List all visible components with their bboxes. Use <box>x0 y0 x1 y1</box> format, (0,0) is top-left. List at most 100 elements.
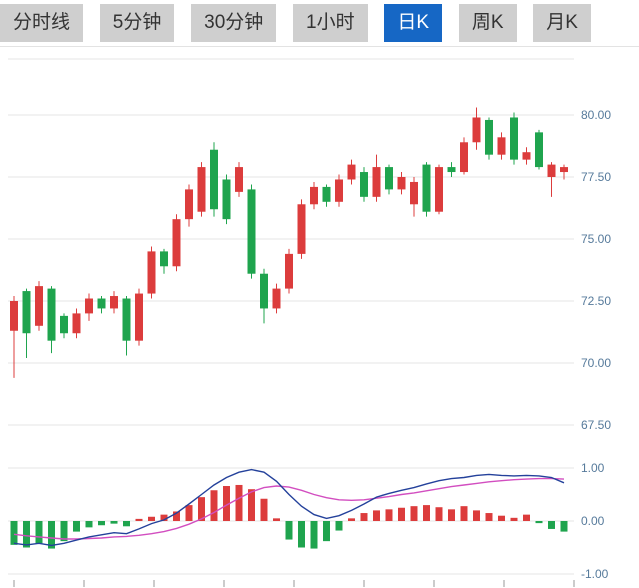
candle-body <box>247 189 256 274</box>
candle-body <box>35 286 43 326</box>
macd-hist-bar <box>248 489 255 521</box>
dif-line <box>13 468 565 547</box>
macd-hist-bar <box>348 518 355 521</box>
macd-hist-bar <box>335 521 343 531</box>
macd-hist-bar <box>260 498 268 521</box>
candle-body <box>285 253 293 289</box>
macd-hist-bar <box>110 521 118 524</box>
macd-hist-bar <box>485 513 493 521</box>
macd-hist-bar <box>173 511 180 521</box>
macd-hist-bar <box>448 509 455 521</box>
macd-hist-bar <box>498 515 505 521</box>
macd-hist-bar <box>60 521 68 542</box>
macd-hist-bar <box>385 509 393 521</box>
macd-hist-bar <box>48 521 55 549</box>
interval-tab-3[interactable]: 1小时 <box>293 4 368 42</box>
price-axis-label: 70.00 <box>581 356 611 370</box>
macd-histogram <box>10 484 568 549</box>
candle-body <box>172 219 181 267</box>
candle-body <box>297 204 306 254</box>
interval-tab-0[interactable]: 分时线 <box>0 4 84 42</box>
macd-hist-bar <box>360 513 368 521</box>
dea-line <box>13 477 565 540</box>
candle-body <box>97 298 106 309</box>
candle-body <box>147 251 156 294</box>
candle-body <box>72 313 81 334</box>
candle-body <box>397 177 406 190</box>
macd-hist-bar <box>148 516 155 521</box>
macd-hist-bar <box>298 521 305 548</box>
candle-body <box>535 132 543 168</box>
price-axis-label: 67.50 <box>581 418 611 432</box>
axis-labels: 80.00 77.50 75.00 72.50 70.00 67.50 1.00 0.00 -1… <box>581 108 611 581</box>
interval-tab-2[interactable]: 30分钟 <box>191 4 277 42</box>
candle-body <box>160 251 168 267</box>
interval-tab-4[interactable]: 日K <box>384 4 443 42</box>
candle-body <box>85 298 93 314</box>
macd-hist-bar <box>273 518 280 521</box>
candle-body <box>485 119 493 155</box>
candle-body <box>322 186 331 202</box>
macd-hist-bar <box>10 521 18 545</box>
candlestick-macd-chart: 80.00 77.50 75.00 72.50 70.00 67.50 1.00 0.00 -1… <box>8 58 611 587</box>
macd-hist-bar <box>410 506 418 521</box>
macd-hist-bar <box>23 521 30 548</box>
macd-hist-bar <box>310 521 318 549</box>
candle-body <box>22 291 31 334</box>
price-axis-label: 75.00 <box>581 232 611 246</box>
macd-hist-bar <box>210 490 218 521</box>
candle-body <box>510 117 518 160</box>
candle-body <box>360 172 368 197</box>
candle-body <box>185 189 193 220</box>
interval-tab-6[interactable]: 月K <box>533 4 591 42</box>
candlesticks <box>10 107 568 378</box>
candle-body <box>135 293 143 341</box>
candle-body <box>497 137 506 155</box>
candle-body <box>222 179 231 220</box>
macd-hist-bar <box>510 517 518 521</box>
price-axis-label: 77.50 <box>581 170 611 184</box>
candle-body <box>422 164 431 212</box>
macd-hist-bar <box>535 521 543 524</box>
candle-body <box>310 186 318 205</box>
interval-toolbar: 分时线 5分钟 30分钟 1小时 日K 周K 月K <box>0 0 639 47</box>
macd-hist-bar <box>73 521 80 532</box>
candle-body <box>272 288 281 309</box>
macd-hist-bar <box>160 514 168 521</box>
macd-hist-bar <box>423 505 430 521</box>
candle-body <box>47 288 56 341</box>
candle-body <box>547 164 556 177</box>
macd-hist-bar <box>548 521 555 529</box>
candle-body <box>110 296 118 309</box>
candle-body <box>460 142 468 173</box>
macd-hist-bar <box>185 505 193 521</box>
macd-hist-bar <box>198 497 205 521</box>
candle-body <box>10 301 18 331</box>
candle-body <box>235 167 243 192</box>
macd-axis-label: 1.00 <box>581 461 605 475</box>
macd-hist-bar <box>323 521 330 542</box>
macd-hist-bar <box>235 484 243 521</box>
candle-body <box>197 167 206 212</box>
macd-hist-bar <box>373 510 380 521</box>
price-axis-label: 72.50 <box>581 294 611 308</box>
candle-body <box>472 117 481 143</box>
interval-tab-5[interactable]: 周K <box>458 4 517 42</box>
macd-hist-bar <box>473 510 480 521</box>
macd-hist-bar <box>460 506 468 521</box>
candle-body <box>60 315 68 334</box>
macd-hist-bar <box>35 521 43 544</box>
candle-body <box>410 181 418 205</box>
macd-axis-label: 0.00 <box>581 514 605 528</box>
candle-body <box>447 167 456 173</box>
candle-body <box>385 167 393 190</box>
macd-hist-bar <box>398 507 405 521</box>
candle-body <box>522 152 531 160</box>
macd-axis-label: -1.00 <box>581 567 609 581</box>
macd-hist-bar <box>523 514 530 521</box>
interval-tab-1[interactable]: 5分钟 <box>99 4 175 42</box>
candle-body <box>210 149 218 210</box>
macd-hist-bar <box>560 521 568 532</box>
candle-body <box>260 273 268 309</box>
